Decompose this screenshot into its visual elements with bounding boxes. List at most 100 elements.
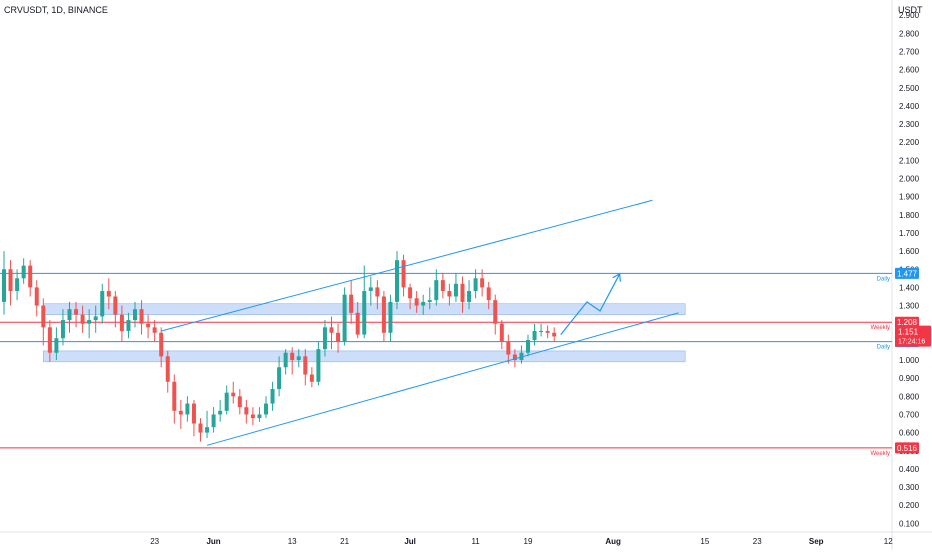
candle-body	[100, 291, 105, 317]
candle-body	[146, 323, 151, 328]
x-tick-label: 11	[471, 537, 480, 546]
candle-body	[395, 260, 399, 302]
y-tick-label: 2.100	[899, 156, 920, 165]
candle-body	[21, 265, 26, 279]
y-tick-label: 1.800	[899, 211, 920, 220]
y-tick-label: 1.900	[899, 193, 920, 202]
y-tick-label: 2.000	[899, 175, 920, 184]
x-tick-label: 23	[150, 537, 159, 546]
candle-body	[421, 301, 426, 306]
candle-body	[375, 287, 380, 297]
candle-body	[545, 330, 550, 333]
x-tick-label: 13	[288, 537, 297, 546]
level-tag: Daily	[877, 276, 890, 282]
y-tick-label: 0.400	[899, 465, 920, 474]
candle-body	[532, 330, 537, 341]
candle-body	[178, 410, 183, 415]
channel-upper-line	[161, 199, 653, 332]
y-tick-label: 0.600	[899, 429, 920, 438]
y-tick-label: 0.800	[899, 392, 920, 401]
candle-body	[473, 278, 478, 292]
candle-body	[283, 352, 288, 368]
candle-body	[244, 407, 249, 415]
support-resistance-zone	[42, 350, 686, 363]
y-tick-label: 2.300	[899, 120, 920, 129]
y-tick-label: 2.800	[899, 29, 920, 38]
candle-body	[113, 296, 118, 315]
candle-body	[224, 392, 229, 411]
y-tick-label: 2.600	[899, 66, 920, 75]
candle-body	[191, 403, 196, 424]
candle-body	[296, 356, 301, 360]
level-price-label: 0.516	[897, 444, 918, 453]
x-tick-label: 21	[340, 537, 349, 546]
countdown-label: 17:24:16	[898, 339, 925, 346]
candle-body	[41, 305, 46, 328]
candle-body	[368, 287, 373, 292]
candle-body	[205, 427, 210, 433]
candle-body	[539, 330, 544, 332]
candle-body	[257, 414, 262, 419]
candle-body	[270, 389, 275, 404]
candle-body	[453, 283, 458, 297]
candle-body	[349, 294, 354, 313]
y-tick-label: 2.900	[899, 11, 920, 20]
candle-body	[74, 309, 79, 315]
candle-body	[519, 352, 524, 360]
y-tick-label: 2.200	[899, 138, 920, 147]
y-tick-label: 1.000	[899, 356, 920, 365]
candle-body	[172, 381, 177, 411]
candle-body	[47, 327, 52, 353]
candle-body	[119, 314, 124, 331]
candle-body	[152, 327, 157, 333]
y-tick-label: 1.400	[899, 283, 920, 292]
candle-body	[322, 327, 327, 350]
candle-body	[499, 323, 504, 342]
candle-body	[87, 320, 92, 324]
candle-body	[15, 278, 20, 292]
candle-body	[414, 298, 419, 306]
level-tag: Weekly	[870, 451, 890, 457]
candle-body	[60, 320, 65, 339]
candle-body	[401, 260, 406, 288]
x-tick-label: Sep	[809, 537, 824, 546]
y-tick-label: 1.700	[899, 229, 920, 238]
candle-body	[408, 287, 413, 299]
y-tick-label: 2.500	[899, 84, 920, 93]
candle-body	[309, 374, 314, 382]
candle-body	[198, 423, 203, 433]
price-axis-currency: USDT	[898, 5, 923, 15]
candle-body	[480, 278, 485, 288]
candle-body	[133, 309, 137, 321]
candle-body	[34, 287, 39, 306]
candle-body	[277, 367, 282, 390]
candle-body	[486, 287, 491, 301]
candle-body	[316, 349, 321, 382]
y-tick-label: 0.300	[899, 483, 920, 492]
candle-body	[159, 332, 164, 357]
projection-path	[560, 273, 621, 335]
candle-body	[211, 414, 216, 428]
candle-body	[329, 327, 334, 333]
candle-body	[8, 269, 13, 292]
y-tick-label: 1.600	[899, 247, 920, 256]
candle-body	[80, 314, 85, 324]
candle-body	[28, 265, 33, 288]
candle-body	[447, 291, 452, 297]
candle-body	[336, 332, 341, 342]
y-tick-label: 0.700	[899, 410, 920, 419]
candle-body	[165, 356, 170, 382]
candle-body	[467, 291, 472, 302]
candle-body	[2, 269, 6, 302]
x-tick-label: 23	[753, 537, 762, 546]
candle-body	[54, 338, 59, 353]
candle-body	[493, 300, 498, 324]
candle-body	[342, 294, 347, 342]
candle-body	[185, 403, 190, 415]
level-price-badge	[895, 267, 919, 279]
current-price-label: 1.151	[898, 328, 919, 337]
y-tick-label: 0.900	[899, 374, 920, 383]
channel-lower-line	[206, 312, 679, 446]
